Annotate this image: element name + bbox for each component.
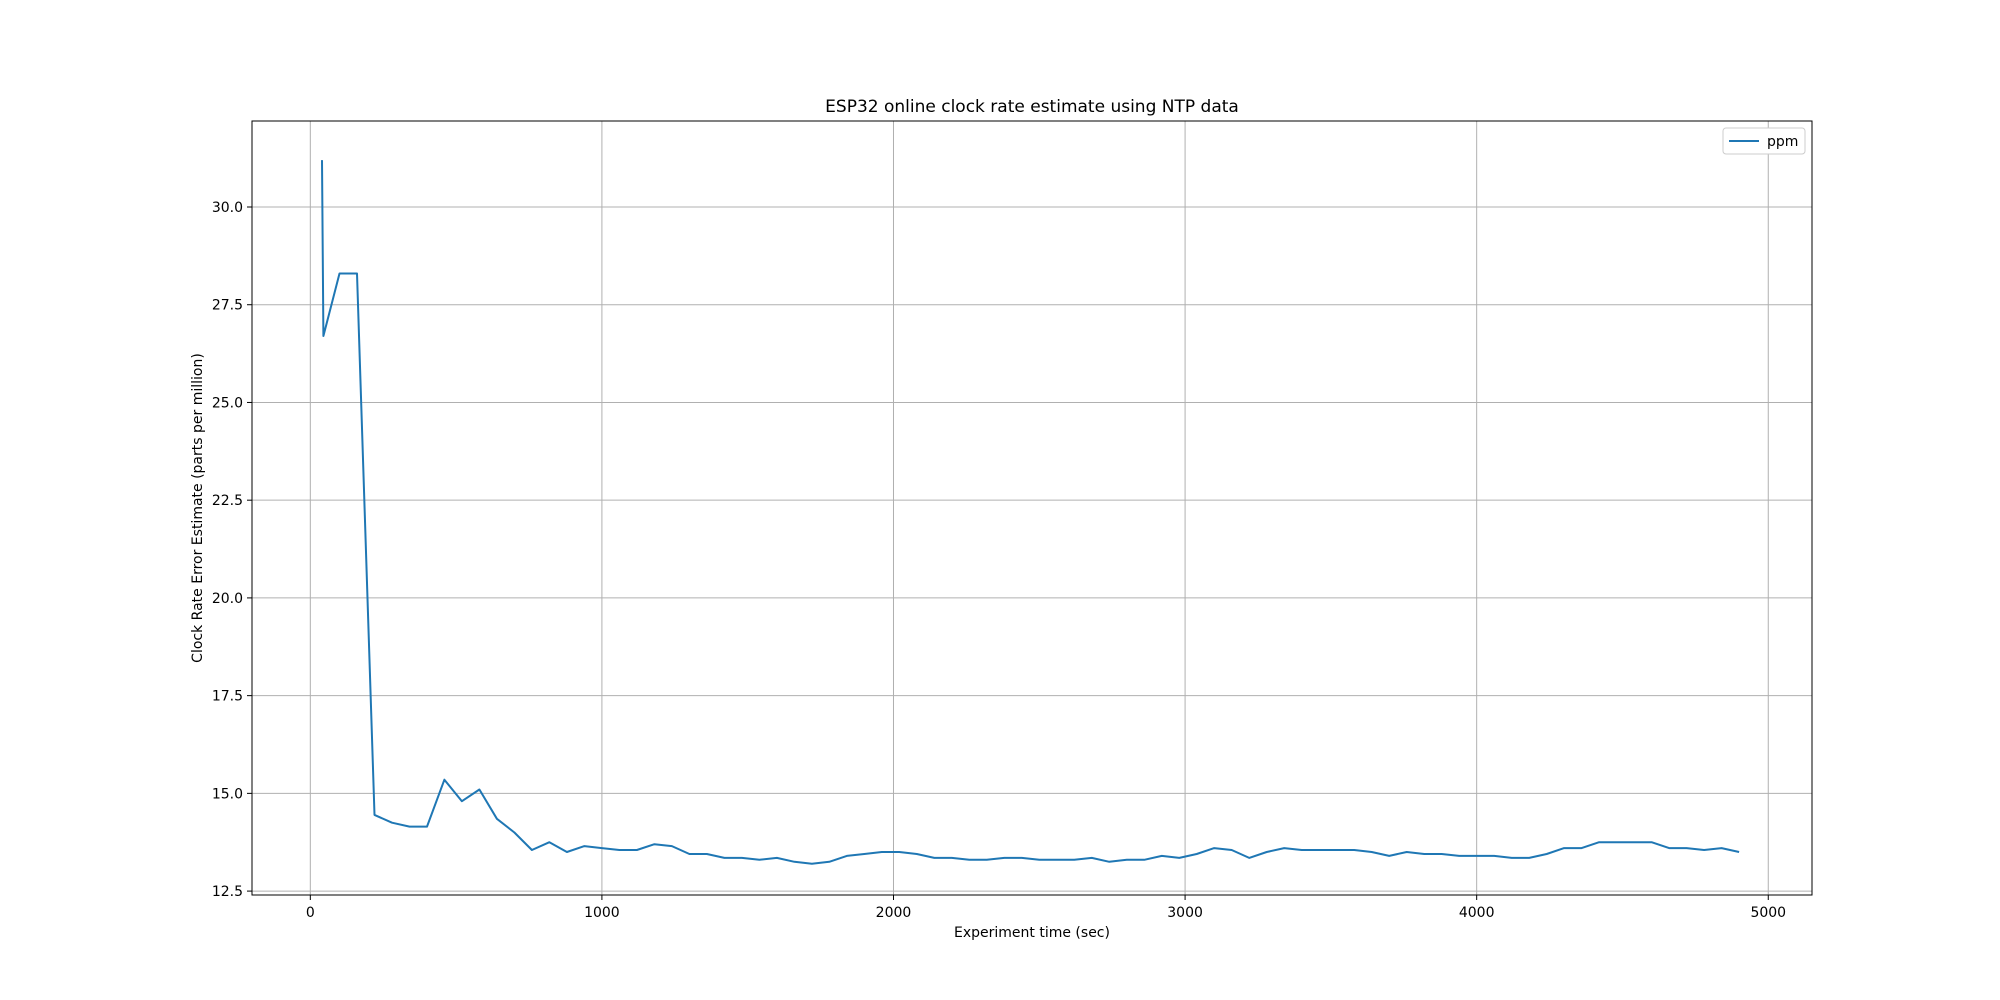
chart-title: ESP32 online clock rate estimate using N… (825, 97, 1239, 117)
grid (252, 121, 1812, 895)
x-tick-label: 1000 (584, 905, 620, 921)
x-axis-label: Experiment time (sec) (954, 925, 1110, 941)
axis-ticks: 0 1000 2000 3000 4000 5000 12.5 15.0 17.5 20.0 22.… (212, 200, 1786, 921)
y-tick-label: 12.5 (212, 884, 243, 900)
y-tick-label: 22.5 (212, 493, 243, 509)
y-tick-label: 20.0 (212, 591, 243, 607)
y-tick-label: 30.0 (212, 200, 243, 216)
x-tick-label: 2000 (876, 905, 912, 921)
legend-box (1722, 127, 1806, 155)
y-tick-label: 27.5 (212, 298, 243, 314)
series-line-ppm (321, 160, 1740, 865)
plot-frame (251, 120, 1813, 896)
legend-label: ppm (1767, 134, 1798, 150)
legend: ppm (1722, 127, 1806, 155)
y-tick-label: 17.5 (212, 689, 243, 705)
x-tick-label: 0 (306, 905, 315, 921)
x-tick-label: 4000 (1459, 905, 1495, 921)
x-tick-label: 5000 (1750, 905, 1786, 921)
x-tick-label: 3000 (1167, 905, 1203, 921)
y-tick-label: 25.0 (212, 395, 243, 411)
y-tick-label: 15.0 (212, 786, 243, 802)
series-layer (321, 160, 1740, 865)
y-axis-label: Clock Rate Error Estimate (parts per mil… (190, 353, 206, 663)
